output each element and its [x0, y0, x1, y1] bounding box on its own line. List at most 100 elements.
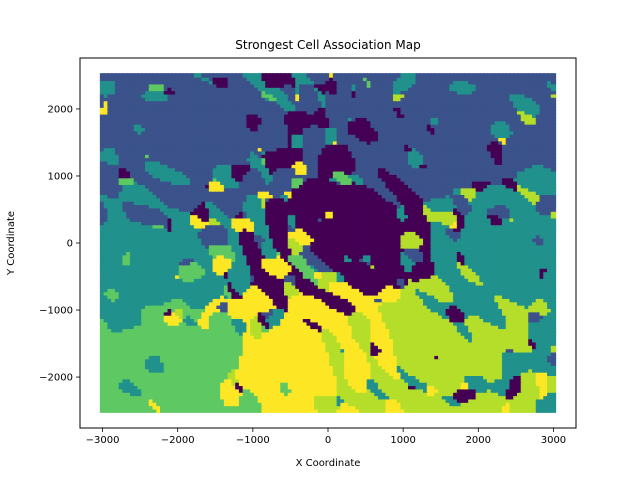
scatter-point [295, 371, 301, 376]
scatter-point [129, 374, 136, 380]
scatter-point [235, 351, 241, 356]
scatter-point [231, 291, 237, 296]
scatter-point [370, 394, 376, 400]
scatter-point [148, 344, 155, 350]
scatter-point [280, 354, 286, 360]
scatter-point [103, 277, 109, 283]
scatter-point [385, 391, 391, 397]
scatter-point [539, 391, 545, 397]
scatter-point [295, 294, 301, 299]
scatter-point [408, 284, 414, 289]
scatter-point [178, 351, 185, 356]
scatter-point [355, 354, 361, 360]
scatter-point [156, 311, 162, 316]
scatter-point [340, 388, 346, 393]
scatter-point [486, 374, 493, 380]
scatter-point [242, 341, 248, 346]
scatter-point [212, 374, 218, 380]
scatter-point [99, 294, 106, 299]
scatter-point [426, 294, 433, 299]
scatter-point [396, 381, 403, 387]
scatter-point [291, 321, 297, 326]
scatter-point [190, 294, 196, 299]
scatter-point [453, 327, 459, 333]
scatter-point [426, 394, 433, 400]
scatter-point [501, 388, 508, 393]
scatter-point [148, 334, 155, 340]
scatter-point [122, 398, 128, 403]
scatter-point [389, 398, 395, 403]
scatter-point [205, 388, 211, 393]
scatter-point [535, 334, 542, 340]
scatter-point [163, 287, 170, 293]
scatter-point [103, 384, 109, 390]
scatter-point [212, 354, 218, 360]
scatter-point [156, 354, 162, 360]
scatter-point [325, 394, 331, 400]
scatter-point [310, 371, 316, 376]
scatter-point [396, 408, 403, 413]
scatter-point [122, 354, 128, 360]
scatter-point [242, 384, 248, 390]
scatter-point [261, 277, 267, 283]
scatter-point [208, 334, 215, 340]
scatter-point [468, 378, 474, 383]
scatter-point [520, 394, 527, 400]
scatter-point [268, 347, 275, 353]
scatter-point [389, 337, 395, 343]
scatter-point [167, 341, 173, 346]
scatter-point [197, 304, 203, 309]
scatter-point [231, 388, 237, 393]
scatter-point [306, 408, 312, 413]
scatter-point [513, 337, 519, 343]
scatter-point [201, 327, 207, 333]
scatter-point [471, 404, 478, 410]
scatter-point [475, 344, 481, 350]
scatter-point [208, 364, 215, 370]
scatter-point [524, 408, 530, 413]
scatter-point [186, 378, 192, 383]
scatter-point [118, 398, 124, 403]
scatter-point [141, 381, 147, 387]
scatter-point [287, 344, 294, 350]
scatter-point [253, 277, 260, 283]
scatter-point [103, 391, 109, 397]
scatter-point [490, 337, 496, 343]
scatter-point [126, 391, 132, 397]
scatter-point [426, 301, 433, 306]
scatter-point [332, 304, 339, 309]
scatter-point [329, 398, 335, 403]
scatter-point [152, 294, 158, 299]
scatter-point [197, 341, 203, 346]
scatter-point [126, 327, 132, 333]
scatter-point [163, 334, 170, 340]
scatter-point [486, 364, 493, 370]
scatter-point [280, 284, 286, 289]
scatter-point [490, 304, 496, 309]
scatter-point [513, 408, 519, 413]
scatter-point [295, 334, 301, 340]
scatter-point [329, 321, 335, 326]
scatter-point [543, 368, 549, 373]
scatter-point [325, 381, 331, 387]
scatter-point [430, 317, 436, 323]
scatter-point [381, 381, 388, 387]
scatter-point [148, 280, 155, 286]
scatter-point [404, 391, 410, 397]
scatter-point [351, 307, 357, 313]
scatter-point [456, 378, 463, 383]
scatter-point [385, 364, 391, 370]
scatter-point [392, 291, 399, 296]
scatter-point [126, 270, 132, 276]
scatter-point [133, 404, 140, 410]
scatter-point [483, 277, 489, 283]
scatter-point [223, 344, 230, 350]
scatter-point [344, 408, 350, 413]
scatter-point [513, 394, 519, 400]
scatter-point [295, 337, 301, 343]
scatter-point [268, 280, 275, 286]
scatter-point [306, 358, 312, 363]
scatter-point [550, 274, 557, 279]
scatter-point [250, 384, 256, 390]
scatter-point [201, 294, 207, 299]
